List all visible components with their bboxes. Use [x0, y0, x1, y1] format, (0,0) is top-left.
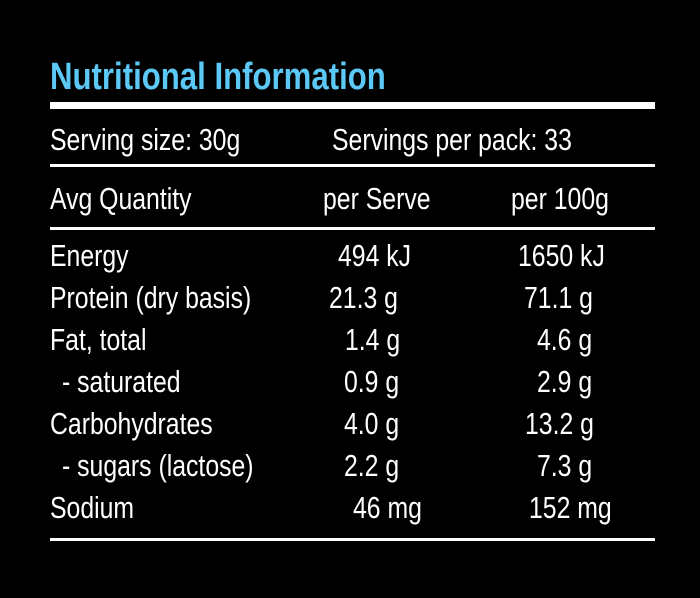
panel-title: Nutritional Information — [50, 56, 386, 98]
bottom-divider — [50, 538, 655, 541]
nutrient-per-serve: 0.9 g — [344, 364, 400, 399]
serving-size: Serving size: 30g — [50, 122, 241, 157]
nutrient-per-100g: 71.1 g — [524, 280, 593, 315]
nutrient-per-100g: 1650 kJ — [518, 238, 605, 273]
header-divider — [50, 227, 655, 230]
nutrient-per-serve: 1.4 g — [345, 322, 401, 357]
nutrient-per-100g: 7.3 g — [537, 448, 593, 483]
nutrient-name: Sodium — [50, 490, 135, 525]
nutrient-name: Carbohydrates — [50, 406, 213, 441]
servings-per-pack: Servings per pack: 33 — [332, 122, 572, 157]
nutrition-information-panel: Nutritional Information Serving size: 30… — [50, 55, 655, 545]
table-row: - saturated 0.9 g 2.9 g — [50, 361, 655, 403]
serving-divider — [50, 164, 655, 167]
title-divider — [50, 102, 655, 109]
nutrient-name: Protein (dry basis) — [50, 280, 252, 315]
table-row: Protein (dry basis) 21.3 g 71.1 g — [50, 277, 655, 319]
nutrient-per-serve: 2.2 g — [344, 448, 400, 483]
table-row: Carbohydrates 4.0 g 13.2 g — [50, 403, 655, 445]
table-row: Fat, total 1.4 g 4.6 g — [50, 319, 655, 361]
nutrient-per-100g: 13.2 g — [525, 406, 594, 441]
nutrient-per-serve: 21.3 g — [329, 280, 398, 315]
header-per-100g: per 100g — [511, 181, 609, 216]
nutrient-per-serve: 46 mg — [353, 490, 422, 525]
nutrient-per-100g: 4.6 g — [537, 322, 593, 357]
nutrient-name: - sugars (lactose) — [62, 448, 254, 483]
nutrient-per-serve: 494 kJ — [338, 238, 412, 273]
header-avg-quantity: Avg Quantity — [50, 181, 192, 216]
nutrient-name: Fat, total — [50, 322, 147, 357]
table-row: Energy 494 kJ 1650 kJ — [50, 235, 655, 277]
nutrient-name: Energy — [50, 238, 129, 273]
table-row: - sugars (lactose) 2.2 g 7.3 g — [50, 445, 655, 487]
nutrient-name: - saturated — [62, 364, 181, 399]
nutrient-per-serve: 4.0 g — [344, 406, 400, 441]
nutrient-per-100g: 152 mg — [529, 490, 612, 525]
nutrient-per-100g: 2.9 g — [537, 364, 593, 399]
header-per-serve: per Serve — [323, 181, 431, 216]
table-row: Sodium 46 mg 152 mg — [50, 487, 655, 529]
